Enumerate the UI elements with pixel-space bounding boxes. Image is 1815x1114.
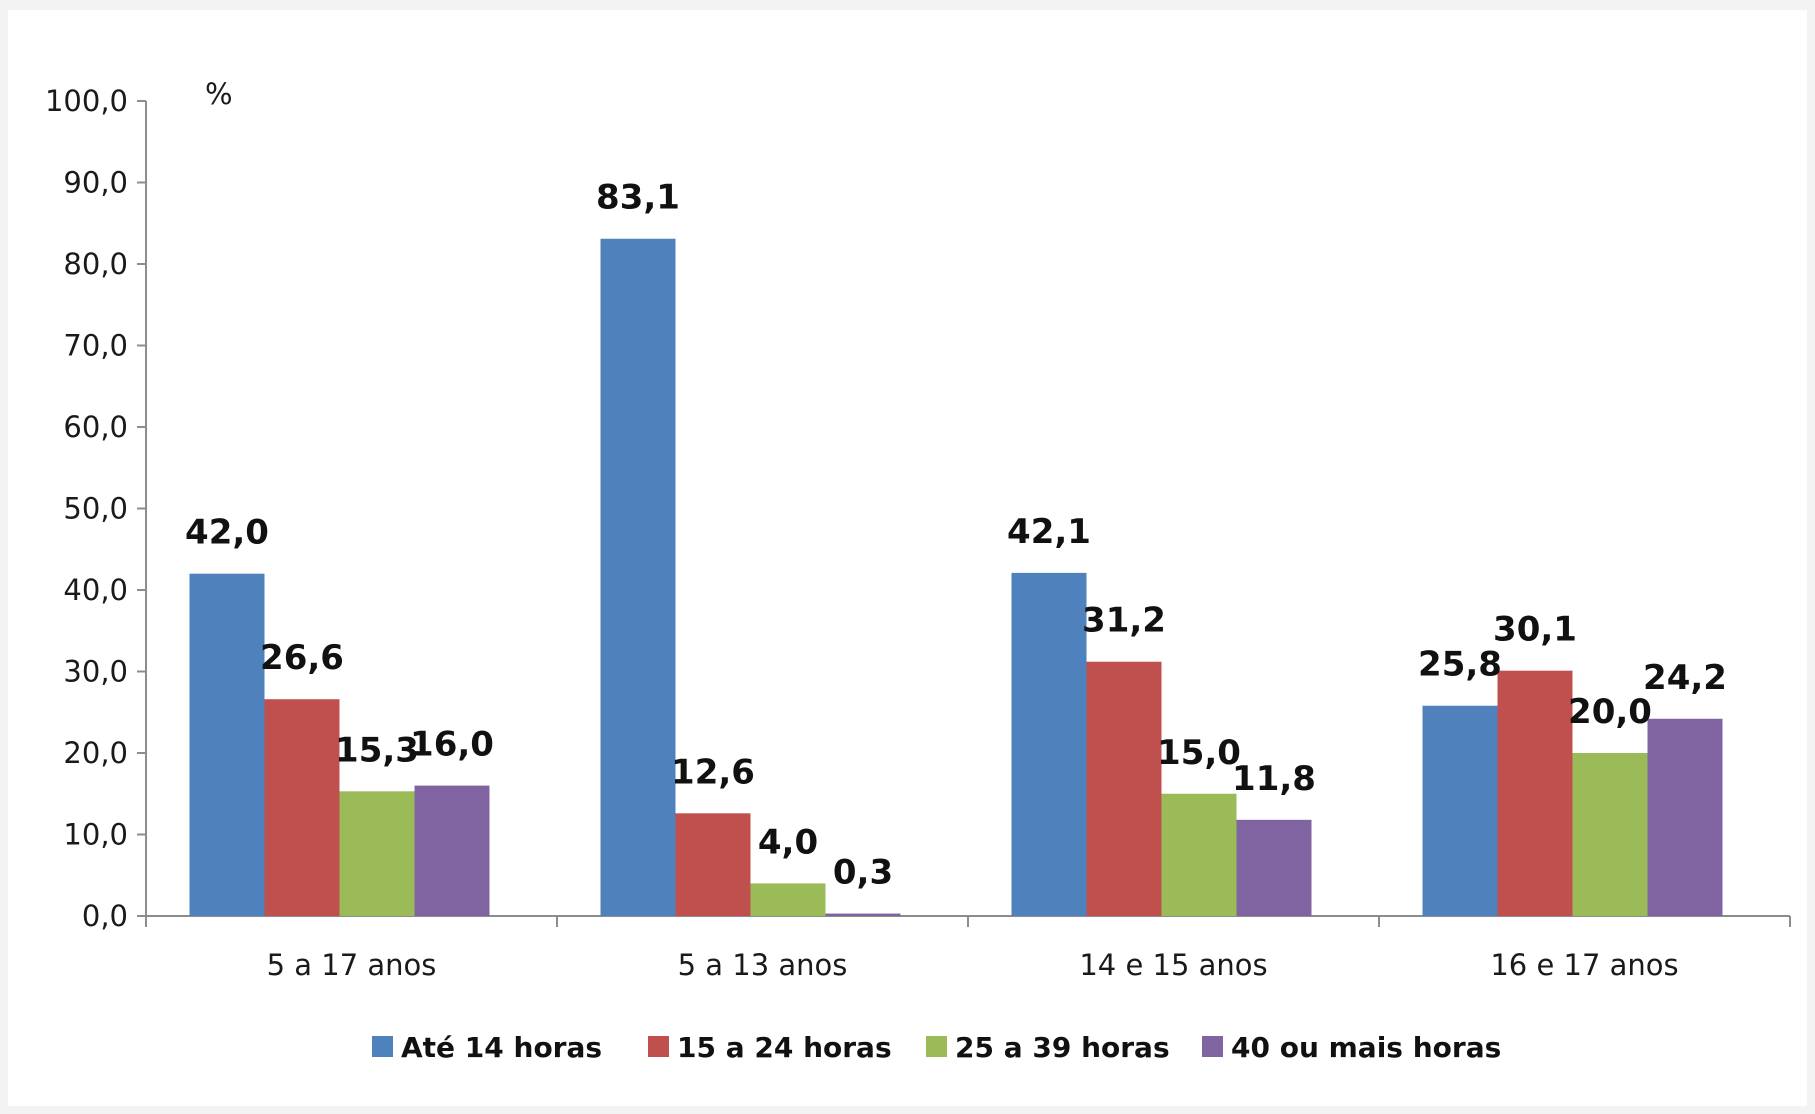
y-tick-label: 60,0 [63, 410, 128, 444]
chart-panel: 0,0 10,0 20,0 30,0 40,0 50,0 60,0 70,0 80,0 90,0 1… [8, 10, 1807, 1106]
legend-label: Até 14 horas [401, 1031, 602, 1064]
bar-value-label: 0,3 [833, 853, 893, 893]
y-tick-label: 10,0 [63, 818, 128, 852]
x-category-label: 5 a 17 anos [267, 948, 437, 982]
bar [264, 699, 340, 916]
x-category-label: 14 e 15 anos [1079, 948, 1267, 982]
bar-value-label: 24,2 [1643, 658, 1727, 698]
y-tick-label: 90,0 [63, 166, 128, 200]
y-tick-label: 20,0 [63, 736, 128, 770]
bar-chart: 0,0 10,0 20,0 30,0 40,0 50,0 60,0 70,0 80,0 90,0 1… [45, 77, 1791, 1064]
bar-value-label: 12,6 [671, 752, 755, 792]
y-tick-label: 40,0 [63, 573, 128, 607]
legend-label: 25 a 39 horas [955, 1031, 1170, 1064]
data-labels: 42,0 26,6 15,316,0 83,1 12,64,0 0,3 42,1 31,2 15… [185, 178, 1727, 893]
bar [675, 813, 751, 916]
bar [1497, 670, 1573, 916]
legend-swatch [372, 1036, 393, 1057]
bar [414, 785, 490, 916]
y-axis: 0,0 10,0 20,0 30,0 40,0 50,0 60,0 70,0 80,0 90,0 1… [45, 84, 147, 933]
bar [825, 913, 901, 916]
bar [189, 573, 265, 916]
bar [339, 791, 415, 916]
bar-value-label: 83,1 [596, 178, 680, 218]
bar-value-label: 15,3 [335, 730, 419, 770]
legend-swatch [926, 1036, 947, 1057]
y-tick-label: 0,0 [82, 899, 128, 933]
bar-value-label: 25,8 [1418, 645, 1502, 685]
bar-value-label: 26,6 [260, 638, 344, 678]
legend-label: 40 ou mais horas [1231, 1031, 1501, 1064]
y-tick-label: 80,0 [63, 247, 128, 281]
y-unit-label: % [205, 77, 233, 111]
bar [600, 238, 676, 917]
legend-swatch [648, 1036, 669, 1057]
y-tick-label: 50,0 [63, 492, 128, 526]
bar-value-label: 30,1 [1493, 610, 1577, 650]
x-axis: 5 a 17 anos 5 a 13 anos 14 e 15 anos 16 e 1… [145, 915, 1791, 982]
bar [1647, 718, 1723, 916]
x-category-label: 5 a 13 anos [678, 948, 848, 982]
bar-value-label: 16,0 [410, 725, 494, 765]
bar [750, 883, 826, 916]
bar-value-label: 31,2 [1082, 601, 1166, 641]
legend: Até 14 horas 15 a 24 horas 25 a 39 horas 40… [372, 1031, 1501, 1064]
bar [1011, 572, 1087, 916]
bar [1422, 705, 1498, 916]
bar-value-label: 20,0 [1568, 692, 1652, 732]
x-category-label: 16 e 17 anos [1490, 948, 1678, 982]
bar [1572, 753, 1648, 916]
y-tick-label: 70,0 [63, 329, 128, 363]
legend-swatch [1202, 1036, 1223, 1057]
bar [1086, 661, 1162, 916]
bar-value-label: 42,0 [185, 513, 269, 553]
bar [1161, 793, 1237, 916]
bar-value-label: 4,0 [758, 822, 818, 862]
legend-label: 15 a 24 horas [677, 1031, 892, 1064]
y-tick-label: 30,0 [63, 655, 128, 689]
bar-value-label: 42,1 [1007, 512, 1091, 552]
bar-value-label: 11,8 [1232, 759, 1316, 799]
bar-value-label: 15,0 [1157, 733, 1241, 773]
y-tick-label: 100,0 [45, 84, 128, 118]
bar [1236, 819, 1312, 916]
bars [189, 238, 1723, 917]
